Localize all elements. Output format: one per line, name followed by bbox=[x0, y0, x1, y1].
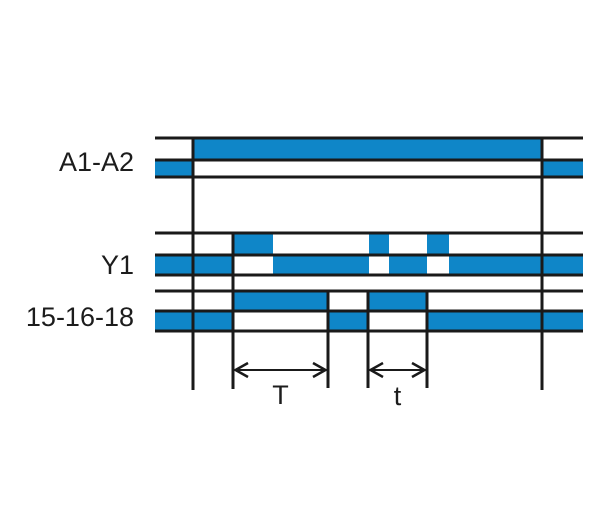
signal-bar-high bbox=[427, 233, 449, 255]
dimension-arrowhead-right bbox=[312, 361, 329, 379]
signal-bar-low bbox=[542, 160, 583, 177]
signal-bar-low bbox=[389, 255, 427, 275]
signal-bar-low bbox=[155, 160, 193, 177]
dimension-label-T: T bbox=[272, 380, 289, 410]
row-label-15-16-18: 15-16-18 bbox=[25, 302, 134, 332]
signal-bar-high bbox=[233, 233, 273, 255]
signal-bar-low bbox=[449, 255, 583, 275]
signal-bar-high bbox=[369, 233, 389, 255]
row-label-y1: Y1 bbox=[100, 250, 134, 280]
signal-bar-low bbox=[273, 255, 369, 275]
signal-bar-high bbox=[368, 291, 427, 311]
signal-bar-low bbox=[427, 311, 583, 331]
signal-bar-low bbox=[328, 311, 368, 331]
dimension-label-t: t bbox=[393, 381, 402, 411]
dimension-arrowhead-right bbox=[411, 361, 428, 379]
signal-bar-high bbox=[193, 138, 542, 160]
dimension-arrowhead-left bbox=[232, 361, 249, 379]
dimension-arrowhead-left bbox=[367, 361, 384, 379]
row-label-a1-a2: A1-A2 bbox=[58, 147, 134, 177]
signal-bar-high bbox=[233, 291, 328, 311]
